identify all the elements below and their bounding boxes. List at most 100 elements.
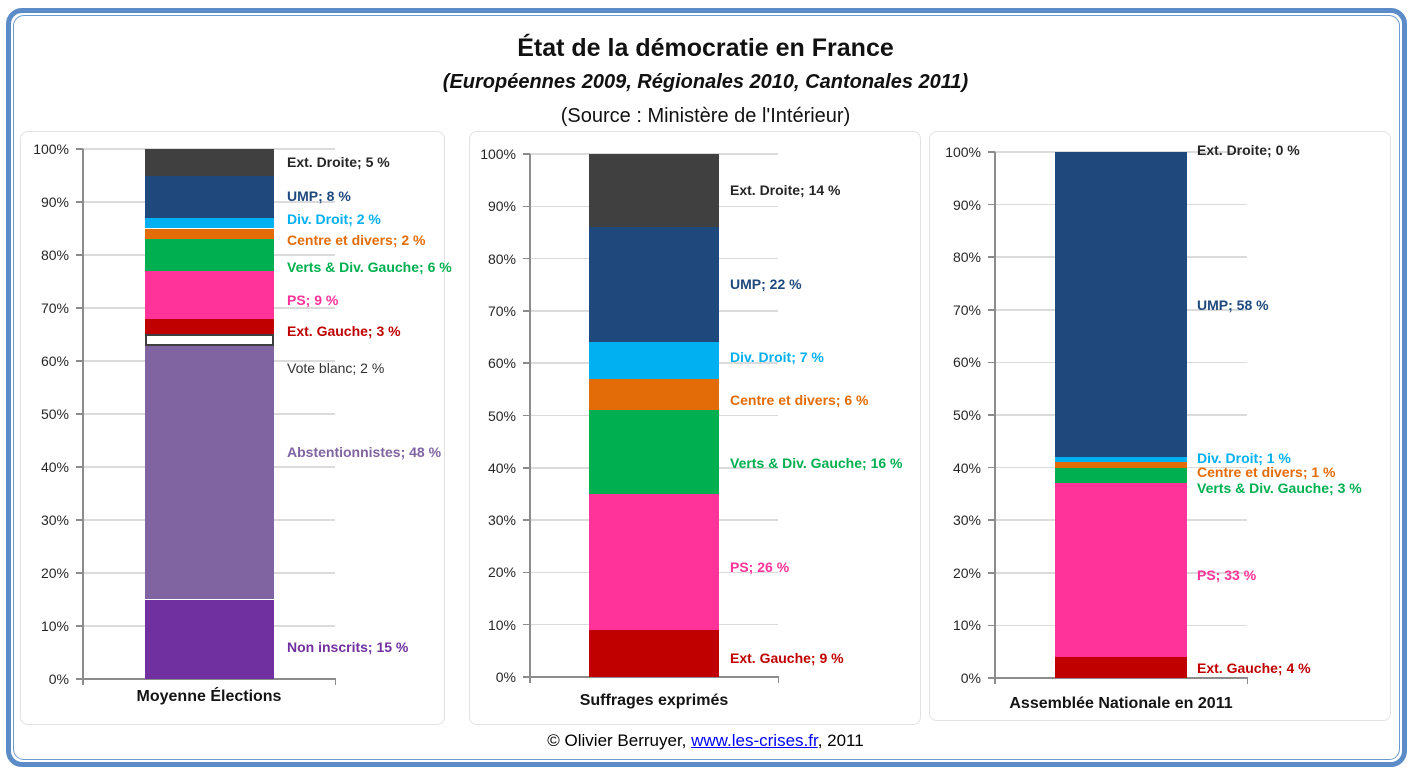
- data-label: Ext. Droite; 5 %: [287, 154, 390, 171]
- outer-frame-inner-line: [13, 15, 1400, 760]
- y-tick-label: 0%: [495, 669, 516, 685]
- bar-segment-ps: [589, 493, 719, 630]
- y-tick-mark: [988, 151, 995, 153]
- data-label: Div. Droit; 1 %: [1197, 450, 1291, 467]
- y-tick-mark: [76, 360, 83, 362]
- data-label: Non inscrits; 15 %: [287, 639, 409, 656]
- bar-segment-verts-div-gauche: [145, 239, 274, 271]
- y-tick-label: 10%: [487, 616, 516, 633]
- y-tick-mark: [523, 467, 530, 469]
- y-tick-mark: [988, 309, 995, 311]
- data-label: Vote blanc; 2 %: [287, 360, 385, 377]
- data-label: Ext. Gauche; 4 %: [1197, 660, 1311, 676]
- page-subtitle: (Européennes 2009, Régionales 2010, Cant…: [442, 71, 969, 93]
- y-tick-mark: [76, 148, 83, 150]
- y-tick-mark: [76, 307, 83, 309]
- bar-segment-div-droit: [1055, 457, 1187, 463]
- y-tick-label: 70%: [487, 302, 516, 319]
- bar-segment-ext-droite: [145, 149, 274, 176]
- data-label: UMP; 8 %: [287, 188, 351, 205]
- bar-segment-ext-gauche: [589, 629, 719, 677]
- y-tick-label: 90%: [40, 194, 69, 210]
- y-tick-label: 100%: [480, 146, 516, 162]
- y-tick-mark: [523, 571, 530, 574]
- y-tick-label: 80%: [487, 250, 516, 267]
- x-axis-title: Suffrages exprimés: [579, 692, 729, 709]
- bar-segment-ext-gauche: [145, 318, 274, 335]
- bar-segment-ump: [589, 227, 719, 343]
- bar-segment-centre-et-divers: [589, 378, 719, 411]
- x-axis-end-tick: [334, 679, 337, 685]
- data-label: PS; 26 %: [730, 559, 790, 576]
- bar-segment-ext-gauche: [1055, 656, 1187, 678]
- y-tick-mark: [76, 678, 83, 680]
- y-tick-mark: [523, 257, 530, 260]
- y-tick-label: 20%: [40, 565, 69, 581]
- data-label: Ext. Gauche; 3 %: [287, 323, 401, 340]
- y-tick-mark: [523, 676, 530, 678]
- y-tick-label: 70%: [952, 301, 981, 318]
- bar-segment-ump: [145, 175, 274, 218]
- data-label: UMP; 58 %: [1197, 296, 1269, 313]
- bar-segment-div-droit: [589, 342, 719, 379]
- y-tick-mark: [523, 205, 530, 208]
- x-axis-title: Assemblée Nationale en 2011: [1009, 695, 1233, 712]
- data-label: Div. Droit; 7 %: [730, 348, 824, 365]
- y-tick-mark: [76, 466, 83, 468]
- bar-segment-ps: [1055, 483, 1187, 657]
- footer-link[interactable]: www.les-crises.fr: [691, 731, 818, 750]
- data-label: Centre et divers; 1 %: [1197, 463, 1336, 480]
- y-tick-mark: [76, 413, 83, 415]
- footer-credit-suffix: , 2011: [817, 731, 864, 750]
- data-label: Ext. Droite; 14 %: [730, 181, 841, 198]
- data-label: Ext. Droite; 0 %: [1197, 141, 1300, 158]
- y-tick-label: 30%: [952, 512, 981, 529]
- y-tick-mark: [76, 201, 83, 203]
- y-tick-label: 0%: [960, 670, 981, 686]
- x-axis-end-tick: [777, 677, 780, 683]
- bar-segment-ext-droite: [589, 154, 719, 228]
- data-label: Ext. Gauche; 9 %: [730, 650, 844, 667]
- data-label: PS; 9 %: [287, 291, 339, 308]
- data-label: Verts & Div. Gauche; 6 %: [287, 258, 452, 275]
- outer-frame: [6, 8, 1407, 767]
- y-tick-label: 90%: [487, 198, 516, 215]
- x-axis-line: [995, 677, 1248, 680]
- y-tick-mark: [988, 572, 995, 574]
- y-tick-mark: [988, 624, 995, 627]
- data-label: Verts & Div. Gauche; 16 %: [730, 454, 903, 471]
- y-tick-mark: [523, 414, 530, 417]
- y-tick-label: 90%: [952, 196, 981, 213]
- bar-segment-centre-et-divers: [145, 228, 274, 240]
- y-tick-label: 60%: [487, 355, 516, 372]
- y-axis-line: [529, 154, 531, 683]
- y-tick-label: 60%: [952, 354, 981, 371]
- bar-segment-abstentionnistes: [145, 345, 274, 600]
- y-tick-mark: [988, 361, 995, 364]
- x-axis-end-tick: [1246, 678, 1249, 684]
- y-tick-label: 0%: [48, 671, 69, 687]
- y-tick-label: 40%: [40, 459, 69, 475]
- chart-footer: © Olivier Berruyer, www.les-crises.fr, 2…: [0, 731, 1411, 751]
- y-tick-mark: [523, 623, 530, 626]
- data-label: UMP; 22 %: [730, 275, 802, 292]
- y-tick-mark: [76, 625, 83, 627]
- footer-credit-prefix: © Olivier Berruyer,: [547, 731, 692, 750]
- data-label: Abstentionnistes; 48 %: [287, 444, 442, 461]
- y-tick-label: 30%: [487, 512, 516, 529]
- y-axis-line: [82, 149, 84, 685]
- y-tick-label: 10%: [952, 617, 981, 634]
- bar-segment-verts-div-gauche: [1055, 467, 1187, 484]
- y-tick-mark: [76, 254, 83, 256]
- y-tick-label: 100%: [945, 144, 981, 160]
- y-tick-label: 80%: [40, 247, 69, 263]
- y-tick-label: 100%: [33, 141, 69, 157]
- y-tick-mark: [988, 414, 995, 416]
- x-axis-line: [83, 678, 336, 681]
- y-tick-label: 50%: [952, 407, 981, 423]
- bar-segment-div-droit: [145, 217, 274, 229]
- bar-segment-ps: [145, 270, 274, 319]
- y-tick-label: 80%: [952, 249, 981, 266]
- y-tick-mark: [988, 203, 995, 206]
